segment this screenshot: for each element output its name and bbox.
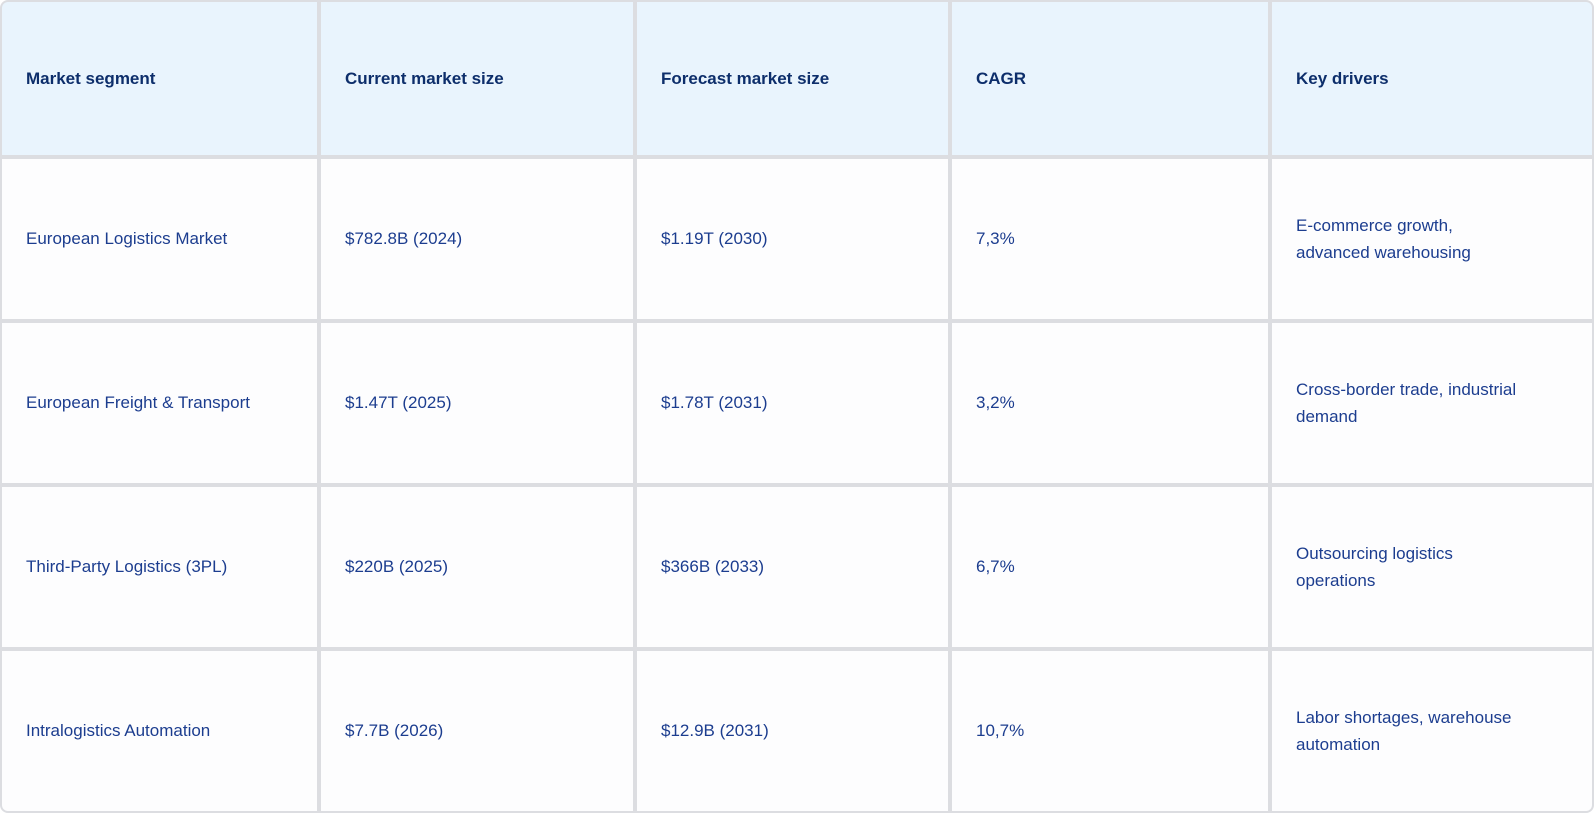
segment-value: Third-Party Logistics (3PL) [26, 557, 228, 577]
forecast-size-value: $1.19T (2030) [661, 229, 768, 249]
column-header-label: Forecast market size [661, 68, 830, 88]
cell-forecast-size-row-1: $1.19T (2030) [637, 159, 948, 319]
cell-forecast-size-row-2: $1.78T (2031) [637, 323, 948, 483]
cell-cagr-row-2: 3,2% [952, 323, 1268, 483]
forecast-size-value: $1.78T (2031) [661, 393, 768, 413]
column-header-cagr: CAGR [952, 2, 1268, 155]
cell-cagr-row-3: 6,7% [952, 487, 1268, 647]
cell-segment-row-1: European Logistics Market [2, 159, 317, 319]
column-header-label: Market segment [26, 68, 156, 88]
cagr-value: 3,2% [976, 393, 1015, 413]
column-header-label: Current market size [345, 68, 504, 88]
cell-current-size-row-3: $220B (2025) [321, 487, 633, 647]
column-header-forecast-market-size: Forecast market size [637, 2, 948, 155]
cell-segment-row-2: European Freight & Transport [2, 323, 317, 483]
forecast-size-value: $366B (2033) [661, 557, 765, 577]
cell-key-drivers-row-4: Labor shortages, warehouse automation [1272, 651, 1592, 811]
current-size-value: $782.8B (2024) [345, 229, 463, 249]
cell-current-size-row-4: $7.7B (2026) [321, 651, 633, 811]
cell-segment-row-4: Intralogistics Automation [2, 651, 317, 811]
segment-value: European Logistics Market [26, 229, 228, 249]
column-header-label: CAGR [976, 68, 1027, 88]
cagr-value: 10,7% [976, 721, 1025, 741]
cell-cagr-row-1: 7,3% [952, 159, 1268, 319]
key-drivers-value: Outsourcing logistics operations [1296, 543, 1453, 590]
key-drivers-value: Cross-border trade, industrial demand [1296, 379, 1517, 426]
current-size-value: $1.47T (2025) [345, 393, 452, 413]
column-header-market-segment: Market segment [2, 2, 317, 155]
cell-key-drivers-row-3: Outsourcing logistics operations [1272, 487, 1592, 647]
key-drivers-value: E-commerce growth, advanced warehousing [1296, 215, 1471, 262]
cell-key-drivers-row-1: E-commerce growth, advanced warehousing [1272, 159, 1592, 319]
cagr-value: 6,7% [976, 557, 1015, 577]
column-header-label: Key drivers [1296, 68, 1389, 88]
cell-forecast-size-row-3: $366B (2033) [637, 487, 948, 647]
segment-value: European Freight & Transport [26, 393, 250, 413]
column-header-current-market-size: Current market size [321, 2, 633, 155]
column-header-key-drivers: Key drivers [1272, 2, 1592, 155]
cagr-value: 7,3% [976, 229, 1015, 249]
cell-cagr-row-4: 10,7% [952, 651, 1268, 811]
cell-current-size-row-2: $1.47T (2025) [321, 323, 633, 483]
cell-segment-row-3: Third-Party Logistics (3PL) [2, 487, 317, 647]
cell-current-size-row-1: $782.8B (2024) [321, 159, 633, 319]
cell-key-drivers-row-2: Cross-border trade, industrial demand [1272, 323, 1592, 483]
key-drivers-value: Labor shortages, warehouse automation [1296, 707, 1512, 754]
current-size-value: $7.7B (2026) [345, 721, 444, 741]
segment-value: Intralogistics Automation [26, 721, 211, 741]
cell-forecast-size-row-4: $12.9B (2031) [637, 651, 948, 811]
forecast-size-value: $12.9B (2031) [661, 721, 769, 741]
current-size-value: $220B (2025) [345, 557, 449, 577]
